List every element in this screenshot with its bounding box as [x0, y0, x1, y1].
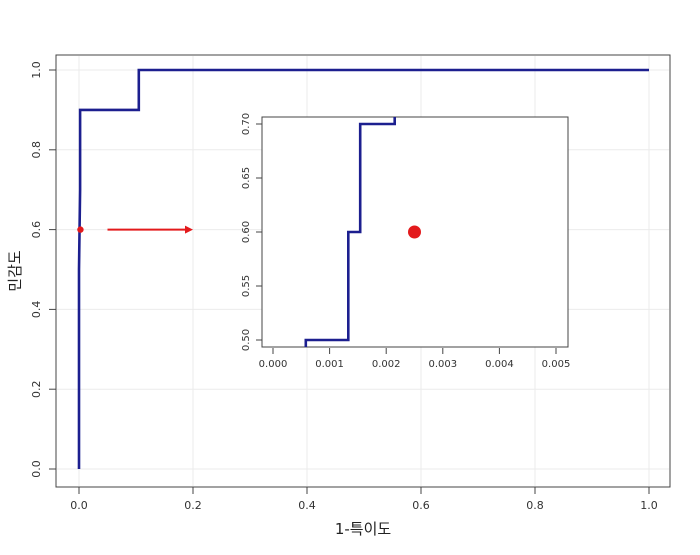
y-tick-label: 1.0 [30, 61, 43, 79]
x-tick-label: 0.0 [70, 499, 88, 512]
x-axis-title: 1-특이도 [335, 520, 392, 538]
inset-series [304, 117, 397, 347]
y-tick-label: 0.6 [30, 221, 43, 239]
inset-cutoff-point [408, 225, 421, 239]
inset-x-tick-label: 0.000 [259, 359, 288, 370]
y-tick-label: 0.4 [30, 301, 43, 319]
x-tick-label: 1.0 [640, 499, 658, 512]
zoom-inset: 0.000 0.001 0.002 0.003 0.004 0.005 0.50 0.55 0.… [241, 113, 570, 370]
zoom-arrow-head [185, 225, 193, 234]
roc-curve [77, 68, 649, 469]
inset-y-tick-label: 0.65 [241, 167, 252, 189]
inset-x-tick-label: 0.002 [372, 359, 401, 370]
main-axes: 0.0 0.2 0.4 0.6 0.8 1.0 0.0 0.2 0.4 0.6 0.8 1.0 [30, 61, 658, 512]
inset-marks [408, 225, 421, 239]
y-tick-label: 0.2 [30, 380, 43, 398]
inset-y-tick-label: 0.60 [241, 221, 252, 243]
inset-x-tick-label: 0.001 [315, 359, 344, 370]
y-tick-label: 0.0 [30, 460, 43, 478]
y-tick-label: 0.8 [30, 141, 43, 159]
main-marks [77, 225, 193, 234]
y-axis-title: 민감도 [6, 250, 24, 292]
inset-y-tick-label: 0.50 [241, 329, 252, 351]
inset-roc-curve [304, 117, 397, 347]
inset-axes: 0.000 0.001 0.002 0.003 0.004 0.005 0.50 0.55 0.… [241, 113, 570, 370]
cutoff-point [77, 226, 84, 233]
x-tick-label: 0.2 [184, 499, 202, 512]
x-tick-label: 0.6 [412, 499, 430, 512]
x-tick-label: 0.4 [298, 499, 316, 512]
inset-y-tick-label: 0.55 [241, 275, 252, 297]
inset-y-tick-label: 0.70 [241, 113, 252, 135]
inset-x-tick-label: 0.005 [542, 359, 571, 370]
inset-x-tick-label: 0.004 [485, 359, 514, 370]
inset-x-tick-label: 0.003 [428, 359, 457, 370]
main-series [77, 68, 649, 469]
x-tick-label: 0.8 [526, 499, 544, 512]
